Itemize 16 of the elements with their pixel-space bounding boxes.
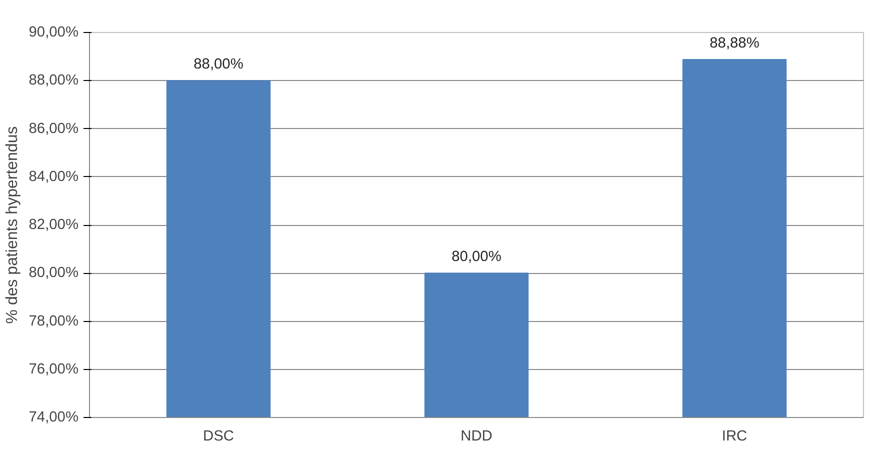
x-tick-label: DSC: [203, 428, 234, 444]
x-tick-label: NDD: [460, 428, 492, 444]
y-axis-title: % des patients hypertendus: [4, 126, 21, 324]
y-tick-label: 76,00%: [28, 361, 79, 378]
y-tick-label: 88,00%: [28, 72, 79, 89]
x-tick-label: IRC: [722, 428, 748, 444]
y-tick-label: 74,00%: [28, 410, 79, 426]
y-tick-label: 82,00%: [28, 217, 79, 233]
data-label: 88,88%: [710, 35, 760, 52]
y-tick-label: 84,00%: [28, 168, 79, 185]
y-tick-label: 90,00%: [28, 24, 79, 40]
data-label: 88,00%: [194, 56, 244, 73]
data-label: 80,00%: [452, 249, 502, 266]
y-tick-label: 78,00%: [28, 313, 79, 330]
y-tick-label: 86,00%: [28, 120, 79, 137]
y-tick-label: 80,00%: [28, 265, 79, 282]
